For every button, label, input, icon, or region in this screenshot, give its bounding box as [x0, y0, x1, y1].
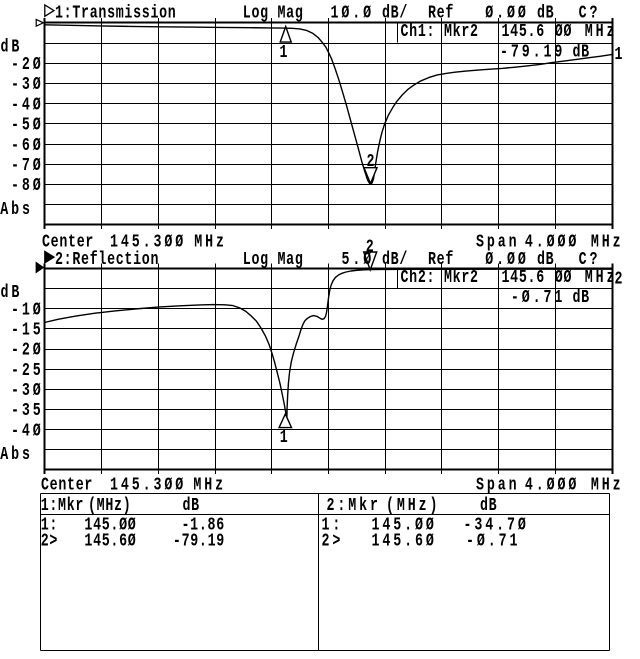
svg-text:Center: Center [41, 474, 93, 495]
svg-text:-35: -35 [11, 400, 44, 421]
svg-text:Center: Center [42, 231, 94, 252]
svg-text:-4Ø: -4Ø [11, 420, 44, 441]
svg-text:Span: Span [476, 474, 520, 495]
svg-text:Span: Span [476, 231, 520, 252]
svg-text:dB: dB [480, 495, 497, 516]
svg-text:5.Ø: 5.Ø [342, 249, 375, 270]
svg-text:MHz: MHz [193, 474, 226, 495]
svg-text:2: 2 [366, 237, 375, 258]
svg-text:C?: C? [579, 249, 601, 270]
svg-text:dB: dB [537, 2, 554, 23]
svg-text:(MHz): (MHz) [386, 495, 440, 516]
svg-text:-1Ø: -1Ø [11, 299, 44, 320]
svg-text:145.ØØ: 145.ØØ [372, 515, 437, 536]
svg-text:dB: dB [573, 287, 590, 308]
svg-text:-7Ø: -7Ø [11, 155, 44, 176]
svg-text:dB: dB [183, 495, 200, 516]
svg-text:145.6Ø: 145.6Ø [372, 530, 437, 551]
svg-text:2:Mkr: 2:Mkr [327, 495, 381, 516]
svg-text:-2Ø: -2Ø [11, 54, 44, 75]
svg-text:Ch1:: Ch1: [401, 21, 436, 42]
svg-text:145.6Ø: 145.6Ø [84, 530, 136, 551]
svg-text:dB: dB [537, 249, 554, 270]
svg-text:dB: dB [1, 282, 23, 303]
svg-text:Mkr2: Mkr2 [444, 267, 479, 288]
svg-text:-2Ø: -2Ø [11, 340, 44, 361]
svg-text:MHz: MHz [591, 474, 624, 495]
svg-text:-3Ø: -3Ø [11, 74, 44, 95]
svg-text:Ch2:: Ch2: [401, 267, 436, 288]
svg-text:1:Mkr: 1:Mkr [41, 495, 84, 516]
svg-text:dB/: dB/ [382, 249, 408, 270]
svg-text:1:Transmission: 1:Transmission [55, 2, 176, 23]
svg-text:-8Ø: -8Ø [11, 175, 44, 196]
svg-text:MHz: MHz [194, 231, 227, 252]
svg-text:Log Mag: Log Mag [243, 249, 304, 270]
svg-text:1: 1 [280, 427, 289, 448]
svg-text:MHz: MHz [585, 21, 618, 42]
svg-text:Log Mag: Log Mag [243, 2, 304, 23]
svg-text:145.6: 145.6 [502, 267, 545, 288]
svg-text:Ø.ØØ: Ø.ØØ [485, 2, 529, 23]
svg-text:-25: -25 [11, 360, 44, 381]
svg-text:-5Ø: -5Ø [11, 115, 44, 136]
svg-text:Abs: Abs [0, 444, 33, 465]
svg-text:4.ØØØ: 4.ØØØ [525, 231, 579, 252]
svg-text:Ø.ØØ: Ø.ØØ [485, 249, 529, 270]
svg-text:4.ØØØ: 4.ØØØ [525, 474, 579, 495]
svg-text:1: 1 [615, 44, 624, 65]
svg-text:MHz: MHz [585, 267, 618, 288]
svg-text:1:: 1: [41, 515, 58, 536]
svg-text:-3Ø: -3Ø [11, 380, 44, 401]
svg-text:1:: 1: [322, 515, 344, 536]
svg-text:145.3ØØ: 145.3ØØ [110, 231, 186, 252]
svg-text:dB: dB [573, 42, 590, 63]
svg-text:ØØ: ØØ [555, 21, 572, 42]
svg-text:-15: -15 [11, 320, 44, 341]
svg-text:C?: C? [579, 2, 601, 23]
svg-text:2>: 2> [322, 530, 344, 551]
svg-text:145.3ØØ: 145.3ØØ [110, 474, 186, 495]
svg-text:2: 2 [367, 151, 376, 172]
svg-text:-Ø.71: -Ø.71 [511, 287, 565, 308]
svg-text:-1.86: -1.86 [182, 515, 225, 536]
svg-text:-Ø.71: -Ø.71 [466, 530, 520, 551]
svg-text:-79.19: -79.19 [500, 42, 565, 63]
svg-text:dB: dB [1, 37, 23, 58]
svg-text:(MHz): (MHz) [88, 495, 131, 516]
svg-text:ØØ: ØØ [555, 267, 572, 288]
svg-text:-34.7Ø: -34.7Ø [464, 515, 529, 536]
svg-text:-4Ø: -4Ø [11, 94, 44, 115]
svg-text:2:Reflection: 2:Reflection [55, 249, 159, 270]
svg-text:-79.19: -79.19 [173, 530, 225, 551]
svg-text:Ref: Ref [428, 2, 454, 23]
svg-text:Abs: Abs [0, 199, 33, 220]
svg-text:145.ØØ: 145.ØØ [84, 515, 136, 536]
svg-text:-6Ø: -6Ø [11, 135, 44, 156]
svg-text:dB/: dB/ [382, 2, 408, 23]
svg-text:Mkr2: Mkr2 [444, 21, 479, 42]
svg-text:2>: 2> [41, 530, 58, 551]
svg-text:2: 2 [615, 268, 624, 289]
svg-text:Ref: Ref [428, 249, 454, 270]
svg-text:145.6: 145.6 [502, 21, 545, 42]
svg-text:1: 1 [280, 42, 289, 63]
svg-text:1Ø.Ø: 1Ø.Ø [331, 2, 375, 23]
svg-text:MHz: MHz [591, 231, 624, 252]
